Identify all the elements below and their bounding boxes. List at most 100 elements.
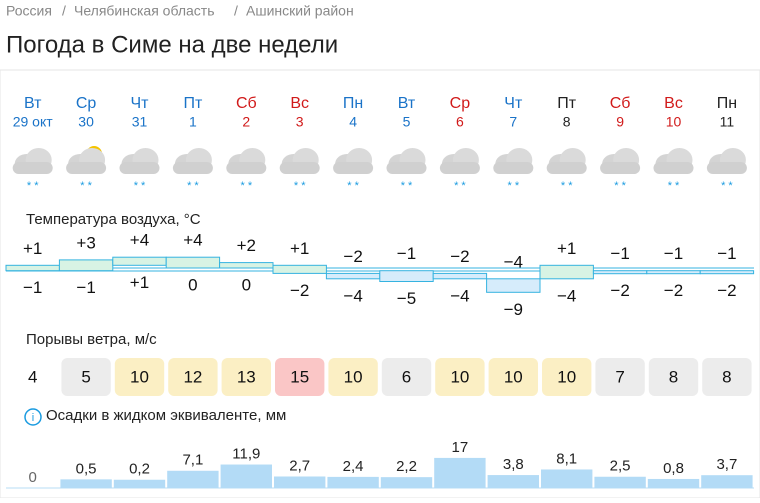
precip-bar [434, 457, 486, 488]
sep: / [62, 3, 66, 19]
wind-cell [168, 358, 218, 396]
cloud [546, 162, 587, 174]
day-of-week: Сб [236, 95, 257, 112]
crumb[interactable]: Челябинская область [74, 3, 215, 19]
snow: * * [294, 180, 306, 192]
precip-label: 3,8 [503, 456, 524, 473]
crumb[interactable]: Ашинский район [246, 3, 354, 19]
temp-band [699, 270, 755, 275]
temp-band [432, 272, 488, 280]
weather-icon: * * [226, 148, 267, 192]
cloud [172, 162, 213, 174]
precip-bar [541, 469, 593, 488]
date: 4 [349, 114, 357, 130]
temp-band [112, 256, 167, 266]
temp-max: +1 [290, 239, 309, 258]
crumb[interactable]: Россия [6, 3, 52, 19]
precip-label: 3,7 [716, 456, 737, 473]
wind-cell [381, 358, 432, 396]
temp-band [486, 278, 541, 293]
date: 31 [132, 114, 148, 130]
precip-label: 0,8 [663, 460, 684, 477]
temp-min: −9 [504, 300, 523, 319]
temp-band [272, 264, 327, 274]
cloud [439, 162, 480, 174]
wind-gust: 10 [504, 367, 523, 386]
snow: * * [80, 180, 92, 192]
date: 1 [189, 114, 197, 130]
wind-gust: 7 [615, 367, 624, 386]
temp-band [219, 262, 274, 269]
section-label: Температура воздуха, °C [26, 211, 201, 228]
day-of-week: Пн [717, 95, 737, 112]
wind-gust: 8 [669, 367, 678, 386]
temp-min: −4 [557, 286, 576, 305]
temp-max: −1 [610, 244, 629, 263]
precip-label: 8,1 [556, 450, 577, 467]
temp-min: 0 [242, 275, 251, 294]
wind-cell [648, 358, 699, 396]
wind-gust: 10 [130, 367, 149, 386]
section-label: Порывы ветра, м/с [26, 331, 157, 348]
temp-max: +2 [237, 236, 256, 255]
day-of-week: Пн [343, 95, 363, 112]
page-title: Погода в Симе на две недели [6, 31, 338, 58]
snow: * * [614, 180, 626, 192]
date: 9 [616, 114, 624, 130]
info-icon[interactable] [24, 408, 42, 426]
day-of-week: Пт [557, 95, 577, 112]
cloud [493, 162, 534, 174]
snow: * * [187, 180, 199, 192]
precip-label: 2,2 [396, 458, 417, 475]
weather-icon: * * [12, 148, 53, 192]
wind-cell [435, 358, 485, 396]
temp-band [165, 256, 221, 269]
temp-min: −4 [450, 286, 469, 305]
weather-icon: * * [66, 146, 107, 192]
temp-min: −2 [290, 281, 309, 300]
day-of-week: Пт [183, 95, 203, 112]
precip-bar [274, 476, 326, 488]
temp-min: +1 [130, 273, 149, 292]
precip-label: 11,9 [232, 445, 260, 462]
cloud [12, 162, 53, 174]
temp-min: 0 [188, 275, 197, 294]
weather-icon: * * [706, 148, 747, 192]
wind-cell [8, 358, 58, 396]
day-of-week: Чт [131, 95, 150, 112]
temp-band [5, 264, 60, 272]
temp-max: −1 [664, 244, 683, 263]
temp-max: −1 [397, 244, 416, 263]
precip-bar [647, 478, 700, 488]
temp-min: −2 [664, 281, 683, 300]
cloud [226, 162, 267, 174]
wind-gust: 13 [237, 367, 256, 386]
precip-bar [60, 479, 112, 488]
wind-gust: 8 [722, 367, 731, 386]
precip-label: 2,5 [610, 458, 631, 475]
precip-label: 2,7 [289, 457, 310, 474]
precip-bar [167, 470, 219, 488]
cloud [706, 162, 747, 174]
precip-label: 0 [29, 469, 37, 486]
temp-max: +4 [183, 231, 202, 250]
temp-min: −4 [343, 286, 362, 305]
precip-label: 17 [452, 439, 469, 456]
weather-icon: * * [546, 148, 587, 192]
temp-band [539, 264, 594, 280]
temp-max: +1 [23, 239, 42, 258]
precip-bar [701, 475, 753, 488]
precip-bar [594, 476, 646, 488]
temp-min: −1 [76, 278, 95, 297]
precip-label: 0,5 [76, 460, 97, 477]
date: 5 [403, 114, 411, 130]
precip-label: 2,4 [343, 458, 364, 475]
precip-label: 7,1 [182, 452, 203, 469]
card [0, 69, 760, 499]
weather-icon: * * [172, 148, 213, 192]
snow: * * [454, 180, 466, 192]
wind-gust: 4 [28, 367, 37, 386]
wind-cell [595, 358, 645, 396]
wind-gust: 6 [402, 367, 411, 386]
